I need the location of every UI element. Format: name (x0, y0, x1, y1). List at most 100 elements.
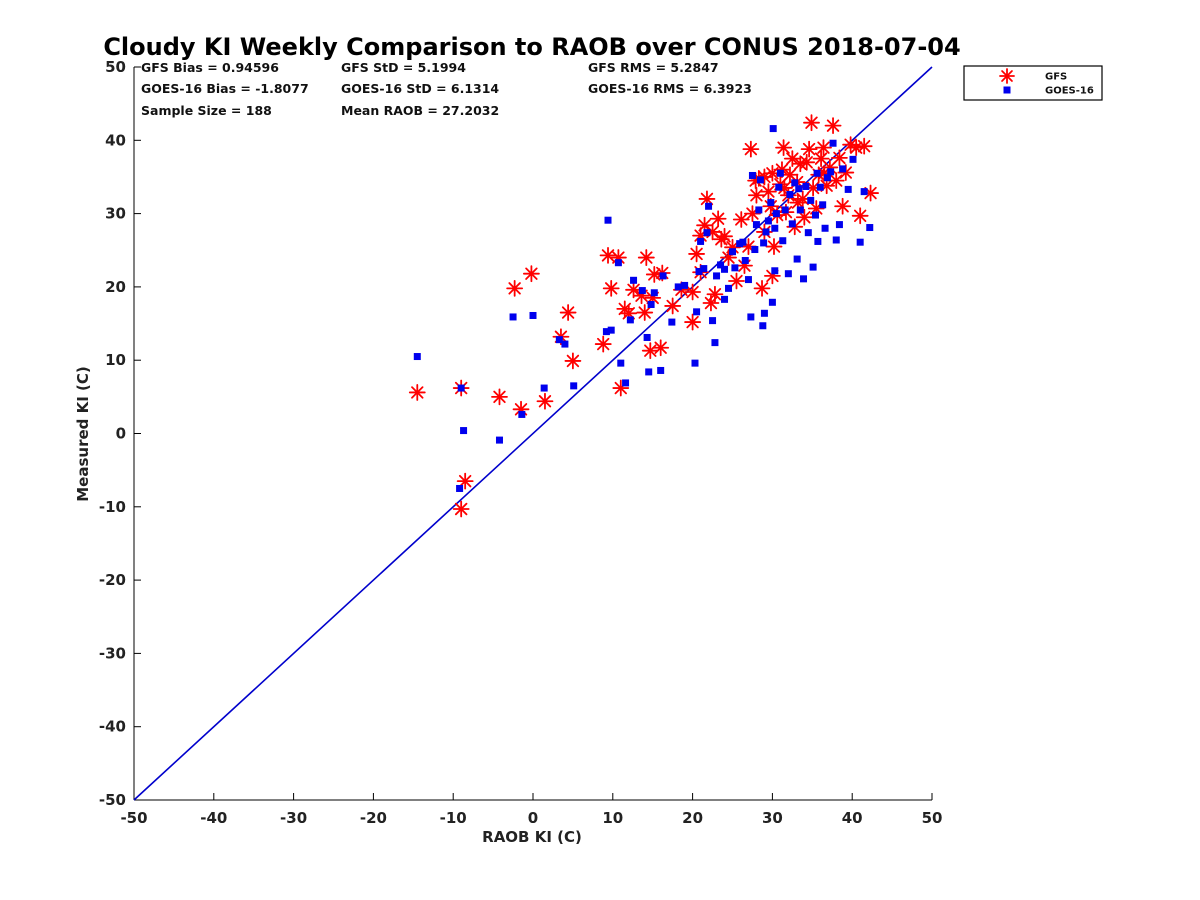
goes16-point (816, 183, 824, 191)
goes16-point (721, 295, 729, 303)
gfs-point (602, 279, 620, 297)
goes16-point (813, 169, 821, 177)
goes16-point (570, 382, 578, 390)
goes16-point (509, 313, 517, 321)
goes16-point (796, 206, 804, 214)
goes16-point (788, 220, 796, 228)
goes16-point (604, 216, 612, 224)
gfs-point (452, 500, 470, 518)
gfs-point (564, 352, 582, 370)
goes16-point (617, 359, 625, 367)
gfs-point (636, 304, 654, 321)
gfs-point (594, 335, 612, 353)
goes16-point (709, 317, 717, 325)
gfs-point (815, 139, 832, 157)
goes16-point (700, 265, 708, 273)
x-axis-label: RAOB KI (C) (482, 828, 582, 846)
gfs-point (834, 197, 852, 215)
goes16-point (759, 322, 767, 330)
goes16-point (860, 188, 868, 196)
gfs-point (696, 216, 713, 234)
goes16-point (739, 238, 747, 246)
x-tick-label: 40 (842, 809, 863, 827)
gfs-point (641, 342, 659, 360)
gfs-point (748, 186, 765, 204)
gfs-point (781, 166, 799, 184)
x-tick-label: -40 (200, 809, 227, 827)
goes16-point (751, 246, 759, 254)
y-tick-label: 30 (105, 205, 126, 223)
legend: GFS GOES-16 (963, 65, 1103, 101)
y-tick-label: -30 (99, 644, 126, 662)
x-tick-label: 0 (528, 809, 538, 827)
goes16-point (721, 265, 729, 273)
goes16-point (657, 366, 665, 374)
goes16-point (460, 427, 468, 435)
goes16-point (849, 155, 857, 163)
goes16-point (821, 224, 829, 232)
stat-text: GFS RMS = 5.2847 (588, 60, 719, 75)
goes16-point (866, 224, 874, 232)
gfs-point (536, 392, 554, 410)
goes16-point (647, 300, 655, 308)
legend-box (963, 65, 1103, 101)
gfs-point (625, 281, 642, 299)
goes16-point (614, 259, 622, 267)
gfs-point (491, 388, 508, 406)
gfs-point (728, 272, 745, 290)
y-tick-label: 50 (105, 58, 126, 76)
stat-text: Sample Size = 188 (141, 103, 272, 118)
goes16-point (800, 275, 808, 283)
stat-text: GFS StD = 5.1994 (341, 60, 466, 75)
y-tick-label: -20 (99, 571, 126, 589)
gfs-point (760, 183, 777, 201)
x-tick-label: 10 (602, 809, 623, 827)
goes16-point (457, 384, 465, 392)
goes16-point (630, 276, 638, 284)
goes16-point (607, 326, 615, 334)
goes16-point (835, 221, 843, 229)
goes16-point (802, 182, 810, 190)
goes16-point (811, 211, 819, 219)
gfs-point (664, 297, 682, 315)
goes16-point (674, 283, 682, 291)
goes16-point (748, 171, 756, 179)
goes16-point (729, 248, 736, 256)
goes16-point (691, 359, 699, 367)
goes16-point (856, 238, 864, 246)
stats-annotations: GFS Bias = 0.94596 GFS StD = 5.1994 GFS RM… (141, 60, 752, 118)
y-tick-label: -50 (99, 791, 126, 809)
goes16-point (413, 353, 421, 361)
goes16-point (643, 333, 651, 341)
goes16-point (776, 169, 784, 177)
goes16-point (668, 318, 676, 326)
goes16-point (561, 340, 569, 348)
chart-title: Cloudy KI Weekly Comparison to RAOB over… (103, 33, 960, 61)
gfs-point (831, 149, 848, 167)
y-tick-label: 10 (105, 351, 126, 369)
goes16-point (540, 384, 548, 392)
goes16-point (747, 313, 755, 321)
goes16-point (731, 264, 739, 272)
gfs-point (765, 238, 783, 255)
goes16-point (752, 221, 760, 229)
x-tick-label: -20 (360, 809, 387, 827)
gfs-point (753, 279, 771, 297)
goes16-point (827, 168, 835, 176)
legend-label: GFS (1045, 72, 1067, 83)
goes16-point (717, 261, 725, 269)
gfs-point (684, 283, 701, 301)
stat-text: GOES-16 Bias = -1.8077 (141, 81, 309, 96)
goes16-point (695, 268, 703, 276)
legend-label: GOES-16 (1045, 86, 1094, 97)
stat-text: GFS Bias = 0.94596 (141, 60, 279, 75)
axis-ticks: -50 -40 -30 -20 -10 0 10 20 30 40 50 -50 -40 -30 -20 -1… (99, 58, 943, 827)
goes16-point (784, 270, 792, 278)
goes16-point (767, 199, 775, 207)
gfs-point (800, 140, 818, 158)
goes16-point (697, 237, 705, 245)
gfs-point (789, 194, 807, 212)
goes16-point (764, 217, 772, 225)
goes16-point (705, 202, 713, 210)
x-tick-label: -30 (280, 809, 307, 827)
